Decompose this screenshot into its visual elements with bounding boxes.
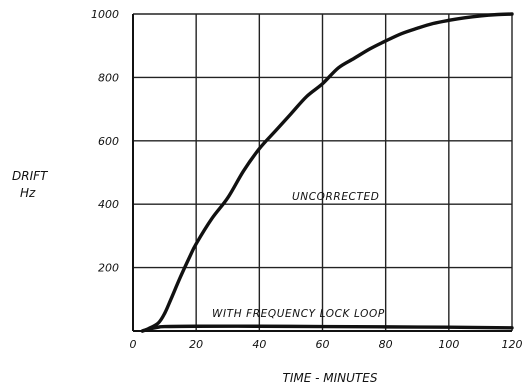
x-tick-label: 120 bbox=[502, 338, 523, 351]
grid bbox=[132, 13, 513, 332]
x-tick-label: 0 bbox=[130, 338, 137, 351]
tick-labels: 0 20 40 60 80 100 120 200 400 600 800 1000 bbox=[91, 8, 523, 351]
x-tick-label: 60 bbox=[316, 338, 330, 351]
series-line-uncorrected bbox=[140, 12, 514, 333]
x-axis-title: TIME - MINUTES bbox=[283, 371, 378, 385]
y-axis-title-line1: DRIFT bbox=[12, 169, 49, 183]
y-tick-label: 400 bbox=[98, 198, 119, 211]
series-line-frequency-lock-loop bbox=[140, 324, 514, 333]
series-group bbox=[140, 12, 514, 333]
y-tick-label: 1000 bbox=[91, 8, 119, 21]
y-axis-title-line2: Hz bbox=[20, 186, 36, 200]
y-tick-label: 200 bbox=[98, 262, 119, 275]
x-tick-label: 80 bbox=[379, 338, 393, 351]
x-tick-label: 20 bbox=[189, 338, 203, 351]
x-tick-label: 100 bbox=[438, 338, 459, 351]
x-tick-label: 40 bbox=[252, 338, 266, 351]
y-tick-label: 800 bbox=[98, 71, 119, 84]
y-tick-label: 600 bbox=[98, 135, 119, 148]
annotation-uncorrected: UNCORRECTED bbox=[292, 191, 379, 203]
annotation-frequency-lock-loop: WITH FREQUENCY LOCK LOOP bbox=[212, 308, 385, 320]
